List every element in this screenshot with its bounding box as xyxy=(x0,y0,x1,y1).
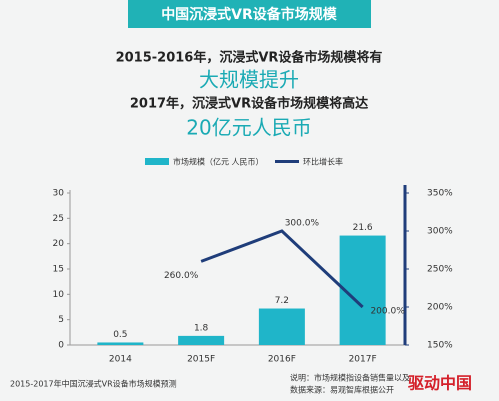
data-label: 7.2 xyxy=(275,296,289,306)
legend-swatch xyxy=(145,158,169,165)
x-tick-label: 2017F xyxy=(349,355,377,365)
subtitle-highlight: 20亿元人民币 xyxy=(186,116,311,140)
data-label: 300.0% xyxy=(285,219,320,229)
y2-tick-label: 350% xyxy=(427,189,453,199)
note: 说明：市场规模指设备销售量以及 xyxy=(290,373,410,383)
subtitle-highlight: 大规模提升 xyxy=(199,68,299,92)
subtitle: 2017年，沉浸式VR设备市场规模将高达 xyxy=(130,96,368,112)
data-label: 1.8 xyxy=(194,323,209,333)
title-banner xyxy=(128,0,371,28)
data-label: 260.0% xyxy=(164,271,199,281)
y2-tick-label: 250% xyxy=(427,265,453,275)
y-tick-label: 0 xyxy=(58,341,64,351)
y-tick-label: 15 xyxy=(53,265,64,275)
legend-label: 环比增长率 xyxy=(303,157,343,167)
y-tick-label: 30 xyxy=(53,189,65,199)
data-label: 21.6 xyxy=(353,223,373,233)
bar xyxy=(178,335,225,345)
data-label: 200.0% xyxy=(370,307,405,317)
bar xyxy=(339,235,386,345)
watermark: 驱动中国 xyxy=(408,374,472,393)
y-tick-label: 10 xyxy=(53,290,65,300)
chart-title: 中国沉浸式VR设备市场规模 xyxy=(161,6,338,23)
x-tick-label: 2014 xyxy=(109,355,132,365)
y-tick-label: 5 xyxy=(58,315,64,325)
y2-tick-label: 150% xyxy=(427,341,453,351)
y2-tick-label: 200% xyxy=(427,303,453,313)
caption: 2015-2017年中国沉浸式VR设备市场规模预测 xyxy=(10,379,177,389)
y-tick-label: 25 xyxy=(53,214,64,224)
subtitle: 2015-2016年，沉浸式VR设备市场规模将有 xyxy=(116,50,383,66)
legend-label: 市场规模（亿元 人民币） xyxy=(173,157,264,167)
y2-tick-label: 300% xyxy=(427,227,453,237)
line xyxy=(200,229,364,309)
x-tick-label: 2015F xyxy=(187,355,215,365)
y-tick-label: 20 xyxy=(53,239,65,249)
bar xyxy=(258,308,305,345)
bar xyxy=(97,342,144,345)
note: 数据来源：易观智库根据公开 xyxy=(290,385,394,395)
x-tick-label: 2016F xyxy=(268,355,296,365)
data-label: 0.5 xyxy=(113,330,127,340)
